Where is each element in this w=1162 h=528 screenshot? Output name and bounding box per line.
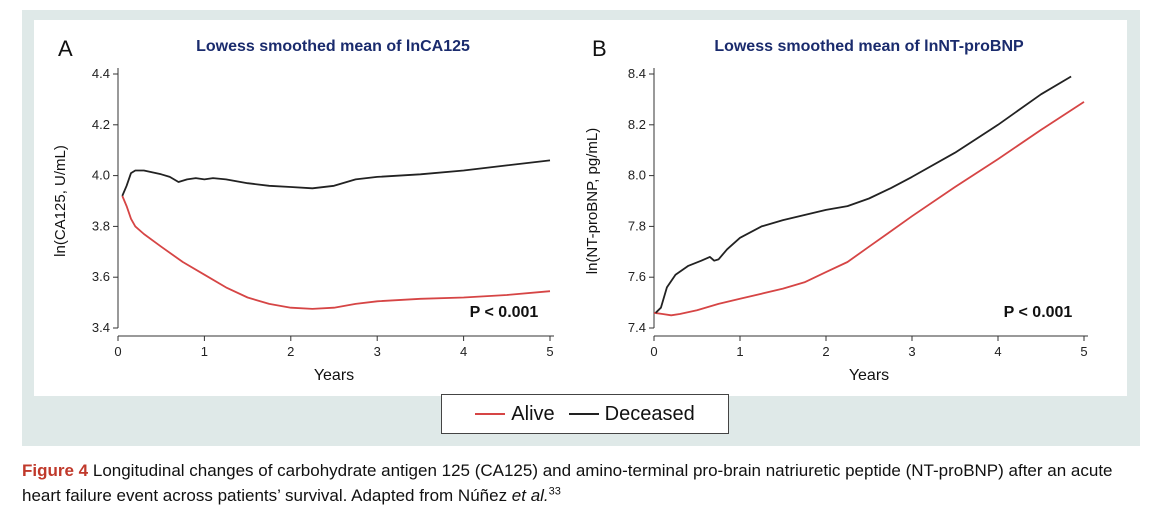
legend-swatch-alive <box>475 413 506 415</box>
chart-b-x-axis-label: Years <box>849 367 889 384</box>
charts-svg: A Lowess smoothed mean of lnCA125 3.4 3.6 3.… <box>52 36 1088 384</box>
chart-a-series-deceased <box>121 159 551 197</box>
chart-a-x-tick-label: 5 <box>546 344 553 359</box>
caption-figure-label: Figure 4 <box>22 461 89 480</box>
chart-a-y-tick-label: 3.8 <box>92 218 110 233</box>
chart-a-x-axis-label: Years <box>314 367 354 384</box>
chart-a-y-tick-label: 4.4 <box>92 66 110 81</box>
chart-b-panel-label: B <box>592 36 607 61</box>
caption-et-al: et al. <box>511 486 549 505</box>
chart-a-y-tick-label: 3.4 <box>92 320 110 335</box>
legend-entry-deceased: Deceased <box>568 402 695 426</box>
chart-b-y-axis-label: ln(NT-proBNP, pg/mL) <box>584 128 601 274</box>
chart-b-y-tick-label: 8.2 <box>628 117 646 132</box>
legend-label-alive: Alive <box>511 402 555 425</box>
caption-text: Longitudinal changes of carbohydrate ant… <box>22 461 1113 505</box>
chart-b-y-tick-label: 7.4 <box>628 320 646 335</box>
legend-swatch-deceased <box>568 413 599 415</box>
figure-panel: A Lowess smoothed mean of lnCA125 3.4 3.6 3.… <box>22 10 1140 446</box>
chart-b-x-tick-label: 5 <box>1080 344 1087 359</box>
chart-b-y-tick-label: 8.0 <box>628 168 646 183</box>
chart-a-x-tick-label: 3 <box>374 344 381 359</box>
chart-a-x-tick-label: 0 <box>114 344 121 359</box>
chart-b-title: Lowess smoothed mean of lnNT-proBNP <box>714 38 1024 55</box>
plot-background <box>34 20 1127 396</box>
chart-b-y-tick-label: 7.8 <box>628 218 646 233</box>
chart-b-p-value: P < 0.001 <box>1004 304 1073 321</box>
chart-b-series-alive <box>653 101 1085 317</box>
chart-a-y-axis-label: ln(CA125, U/mL) <box>52 145 69 257</box>
caption-reference: 33 <box>548 485 561 498</box>
chart-b-x-tick-label: 3 <box>908 344 915 359</box>
chart-b-x-tick-label: 2 <box>822 344 829 359</box>
chart-b-x-tick-label: 1 <box>736 344 743 359</box>
chart-b-x-tick-label: 4 <box>994 344 1001 359</box>
chart-a-panel-label: A <box>58 36 73 61</box>
chart-a-y-tick-label: 4.2 <box>92 117 110 132</box>
figure-caption: Figure 4 Longitudinal changes of carbohy… <box>22 458 1142 508</box>
chart-a-title: Lowess smoothed mean of lnCA125 <box>196 38 470 55</box>
chart-a-series-alive <box>121 195 551 310</box>
chart-a-x-tick-label: 4 <box>460 344 467 359</box>
chart-a-x-tick-label: 1 <box>201 344 208 359</box>
chart-a-y-tick-label: 4.0 <box>92 168 110 183</box>
chart-b-series-deceased <box>655 75 1072 314</box>
chart-b-y-tick-label: 7.6 <box>628 269 646 284</box>
chart-a-p-value: P < 0.001 <box>470 304 539 321</box>
legend: Alive Deceased <box>441 394 729 434</box>
chart-b-x-tick-label: 0 <box>650 344 657 359</box>
chart-a-y-tick-label: 3.6 <box>92 269 110 284</box>
chart-a-x-tick-label: 2 <box>287 344 294 359</box>
legend-entry-alive: Alive <box>475 402 555 426</box>
legend-label-deceased: Deceased <box>604 402 695 425</box>
chart-b-y-tick-label: 8.4 <box>628 66 646 81</box>
